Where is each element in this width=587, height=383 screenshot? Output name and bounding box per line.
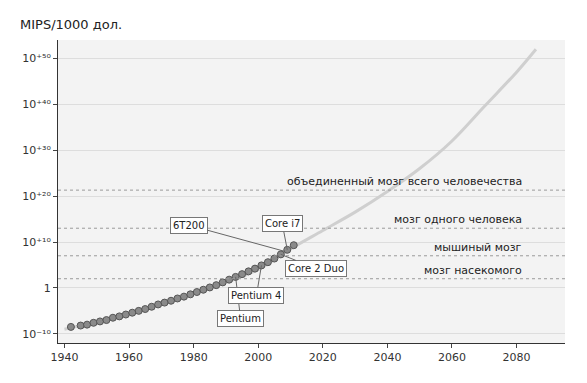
svg-text:10⁺²⁰: 10⁺²⁰ [22,190,51,203]
svg-text:объединенный мозг всего челове: объединенный мозг всего человечества [287,175,522,188]
svg-text:2020: 2020 [309,351,337,364]
svg-text:10⁺¹⁰: 10⁺¹⁰ [22,236,51,249]
svg-text:10⁺⁴⁰: 10⁺⁴⁰ [22,98,51,111]
svg-text:1: 1 [44,282,51,295]
svg-text:10⁺³⁰: 10⁺³⁰ [22,144,51,157]
svg-text:2000: 2000 [244,351,272,364]
svg-text:6T200: 6T200 [173,220,205,231]
svg-text:мышиный мозг: мышиный мозг [434,241,522,254]
svg-text:мозг одного человека: мозг одного человека [394,213,522,226]
svg-text:мозг насекомого: мозг насекомого [424,264,522,277]
svg-text:1980: 1980 [180,351,208,364]
svg-text:1960: 1960 [115,351,143,364]
svg-text:10⁺⁵⁰: 10⁺⁵⁰ [22,52,51,65]
svg-text:Pentium: Pentium [220,313,261,324]
svg-text:2040: 2040 [373,351,401,364]
svg-text:Core 2 Duo: Core 2 Duo [288,263,344,274]
svg-text:Core i7: Core i7 [265,218,300,229]
svg-text:2060: 2060 [438,351,466,364]
svg-text:Pentium 4: Pentium 4 [231,290,281,301]
svg-text:MIPS/1000 дол.: MIPS/1000 дол. [20,17,122,32]
svg-text:10⁻¹⁰: 10⁻¹⁰ [22,328,51,341]
svg-text:2080: 2080 [503,351,531,364]
svg-text:1940: 1940 [50,351,78,364]
